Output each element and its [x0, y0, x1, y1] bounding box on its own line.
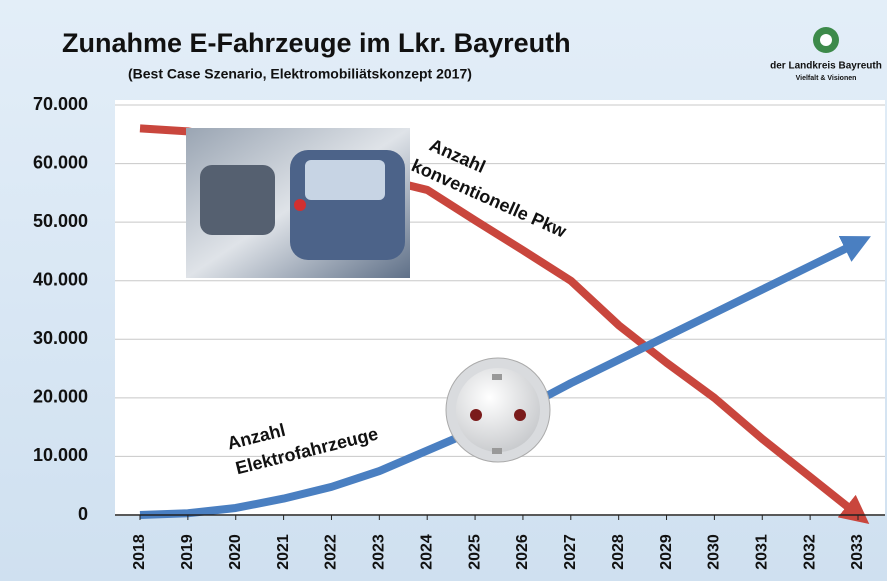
x-tick-label: 2026	[514, 534, 531, 570]
x-tick-label: 2021	[275, 534, 292, 570]
y-tick-label: 10.000	[33, 445, 88, 465]
x-tick-label: 2031	[753, 534, 770, 570]
chart-subtitle: (Best Case Szenario, Elektromobiliätskon…	[128, 66, 472, 82]
y-tick-label: 50.000	[33, 211, 88, 231]
x-tick-label: 2029	[658, 534, 675, 570]
x-tick-label: 2027	[562, 534, 579, 570]
x-tick-label: 2024	[418, 534, 435, 570]
y-tick-label: 20.000	[33, 387, 88, 407]
y-tick-label: 40.000	[33, 269, 88, 289]
logo-icon-inner	[820, 34, 832, 46]
x-tick-label: 2020	[227, 534, 244, 570]
chart-title: Zunahme E-Fahrzeuge im Lkr. Bayreuth	[62, 28, 571, 58]
x-tick-label: 2019	[179, 534, 196, 570]
y-tick-label: 70.000	[33, 94, 88, 114]
logo-name: der Landkreis Bayreuth	[770, 61, 882, 72]
y-tick-label: 30.000	[33, 328, 88, 348]
x-tick-label: 2033	[849, 534, 866, 570]
y-tick-label: 60.000	[33, 152, 88, 172]
x-tick-label: 2032	[801, 534, 818, 570]
x-tick-label: 2028	[610, 534, 627, 570]
x-tick-label: 2018	[131, 534, 148, 570]
x-tick-label: 2023	[371, 534, 388, 570]
logo-slogan: Vielfalt & Visionen	[796, 75, 857, 82]
y-tick-label: 0	[78, 504, 88, 524]
x-tick-label: 2025	[466, 534, 483, 570]
x-tick-label: 2030	[706, 534, 723, 570]
socket-image	[445, 357, 551, 463]
x-tick-label: 2022	[323, 534, 340, 570]
photo-traffic	[186, 128, 410, 278]
